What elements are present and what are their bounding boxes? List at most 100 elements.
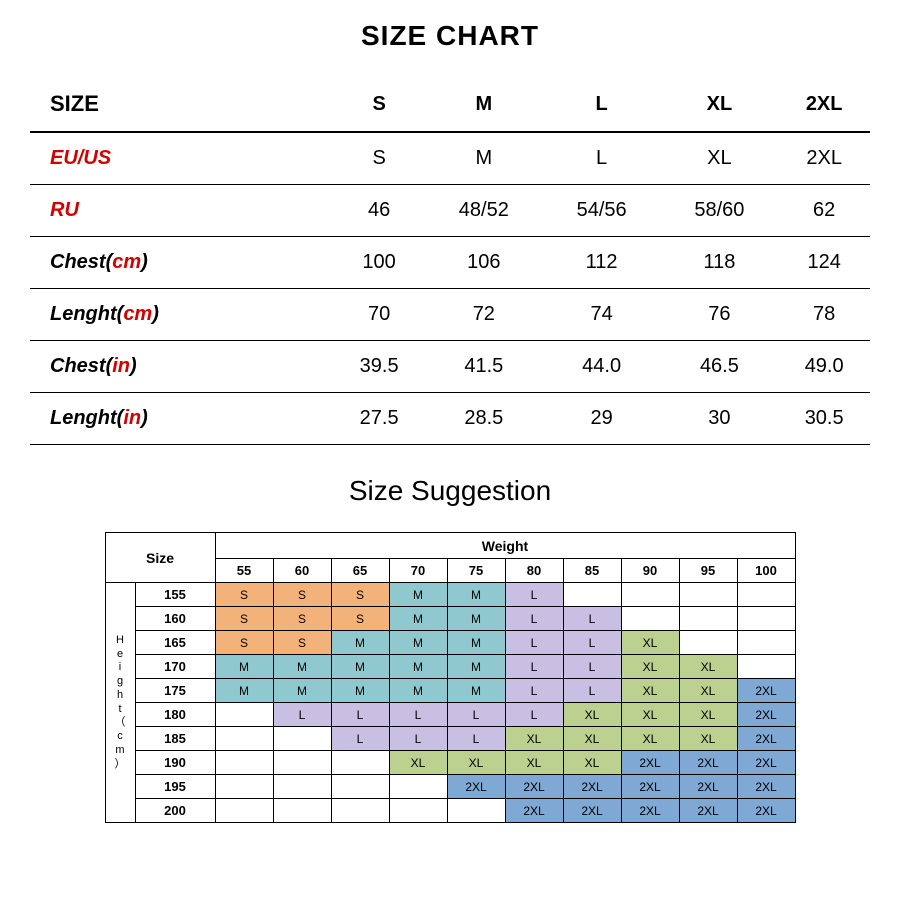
size-cell: 70 [333,289,425,341]
suggestion-cell: L [563,631,621,655]
size-cell: 74 [543,289,661,341]
weight-col: 70 [389,559,447,583]
size-header-cell: SIZE [30,77,333,132]
suggestion-cell: XL [679,655,737,679]
size-cell: 27.5 [333,393,425,445]
height-row-label: 170 [135,655,215,679]
suggestion-row: 175MMMMMLLXLXL2XL [105,679,795,703]
suggestion-cell: L [331,703,389,727]
suggestion-cell: XL [447,751,505,775]
size-header-cell: S [333,77,425,132]
suggestion-cell [621,583,679,607]
suggestion-row: 2002XL2XL2XL2XL2XL [105,799,795,823]
weight-header: Weight [215,533,795,559]
suggestion-cell: L [389,703,447,727]
suggestion-cell: M [215,655,273,679]
size-table-body: EU/USSMLXL2XLRU4648/5254/5658/6062Chest(… [30,132,870,445]
size-cell: 112 [543,237,661,289]
suggestion-cell [737,631,795,655]
suggestion-cell [273,799,331,823]
suggestion-cell: S [215,631,273,655]
suggestion-cell: L [447,703,505,727]
height-row-label: 200 [135,799,215,823]
suggestion-cell [215,703,273,727]
height-row-label: 165 [135,631,215,655]
suggestion-cell: M [331,631,389,655]
suggestion-cell [273,751,331,775]
size-cell: 62 [778,185,870,237]
suggestion-cell: L [447,727,505,751]
suggestion-cell: M [447,655,505,679]
suggestion-cell [389,799,447,823]
size-cell: 29 [543,393,661,445]
suggestion-cell [331,775,389,799]
suggestion-cell: 2XL [679,799,737,823]
weight-col: 95 [679,559,737,583]
suggestion-cell: 2XL [505,799,563,823]
suggestion-row: 160SSSMMLL [105,607,795,631]
size-row-label: Lenght(cm) [30,289,333,341]
suggestion-cell: M [447,607,505,631]
suggestion-cell: L [505,607,563,631]
height-row-label: 195 [135,775,215,799]
size-cell: 100 [333,237,425,289]
suggestion-cell: S [273,583,331,607]
size-cell: 124 [778,237,870,289]
size-cell: 48/52 [425,185,543,237]
suggestion-cell: M [447,583,505,607]
height-row-label: 160 [135,607,215,631]
suggestion-cell: M [273,655,331,679]
size-row: Lenght(cm)7072747678 [30,289,870,341]
suggestion-cell: 2XL [737,679,795,703]
weight-col: 55 [215,559,273,583]
suggestion-cell: XL [563,751,621,775]
size-row-label: Chest(cm) [30,237,333,289]
suggestion-cell: 2XL [563,799,621,823]
suggestion-row: 190XLXLXLXL2XL2XL2XL [105,751,795,775]
size-cell: M [425,132,543,185]
weight-col: 85 [563,559,621,583]
suggestion-cell [679,583,737,607]
suggestion-cell: XL [389,751,447,775]
size-cell: 44.0 [543,341,661,393]
suggestion-cell: 2XL [563,775,621,799]
size-row-label: Lenght(in) [30,393,333,445]
size-cell: 46 [333,185,425,237]
suggestion-cell [331,799,389,823]
size-row-label: Chest(in) [30,341,333,393]
size-header-cell: XL [661,77,779,132]
height-axis-label: Height（cm） [105,583,135,823]
suggestion-cell [621,607,679,631]
suggestion-cell: M [331,655,389,679]
suggestion-cell: S [273,607,331,631]
size-cell: 54/56 [543,185,661,237]
suggestion-cell [447,799,505,823]
suggestion-row: Height（cm）155SSSMML [105,583,795,607]
suggestion-cell: XL [505,727,563,751]
suggestion-cell: M [389,583,447,607]
suggestion-cell: L [505,631,563,655]
weight-col: 100 [737,559,795,583]
suggestion-cell: S [215,607,273,631]
suggestion-cell [737,583,795,607]
suggestion-cell [563,583,621,607]
suggestion-cell: 2XL [679,775,737,799]
suggestion-cell: XL [621,703,679,727]
suggestion-cell [273,775,331,799]
corner-size-label: Size [105,533,215,583]
suggestion-row: 185LLLXLXLXLXL2XL [105,727,795,751]
size-row: Lenght(in)27.528.5293030.5 [30,393,870,445]
size-cell: 39.5 [333,341,425,393]
suggestion-cell: 2XL [505,775,563,799]
suggestion-row: 170MMMMMLLXLXL [105,655,795,679]
size-cell: 2XL [778,132,870,185]
weight-col: 75 [447,559,505,583]
suggestion-cell: S [215,583,273,607]
height-row-label: 155 [135,583,215,607]
size-cell: XL [661,132,779,185]
suggestion-cell: XL [679,703,737,727]
suggestion-cell [215,799,273,823]
suggestion-cell: XL [621,679,679,703]
suggestion-cell: XL [505,751,563,775]
size-cell: 30.5 [778,393,870,445]
